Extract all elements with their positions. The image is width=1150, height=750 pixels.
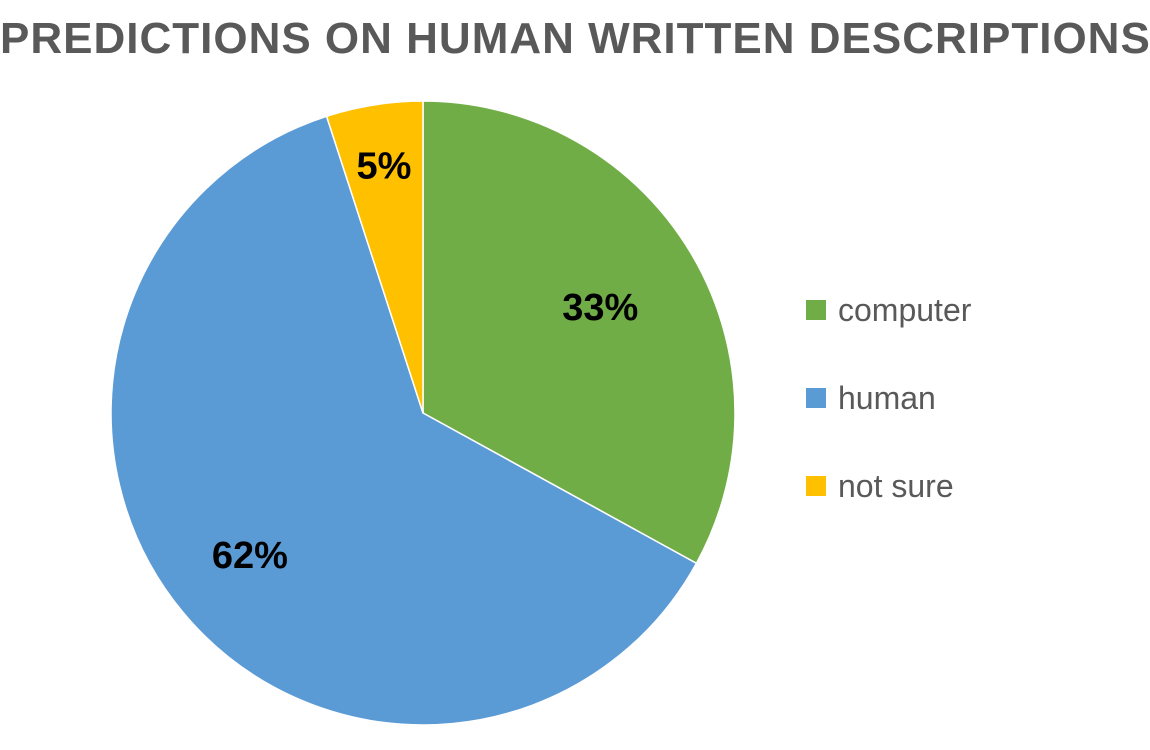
data-label-human: 62%	[212, 535, 288, 577]
data-label-computer: 33%	[562, 287, 638, 329]
pie-data-labels: 33% 62% 5%	[212, 145, 638, 577]
legend: computer human not sure	[806, 290, 971, 554]
legend-item-human: human	[806, 378, 971, 418]
legend-label-computer: computer	[838, 291, 972, 328]
legend-swatch-human	[806, 388, 826, 408]
legend-swatch-computer	[806, 300, 826, 320]
legend-swatch-not-sure	[806, 476, 826, 496]
pie-slice-not-sure	[325, 100, 424, 414]
legend-label-human: human	[838, 379, 936, 416]
pie-slice-human	[110, 115, 698, 726]
data-label-not-sure: 5%	[356, 145, 411, 187]
pie-slice-computer	[422, 100, 736, 565]
chart-title: PREDICTIONS ON HUMAN WRITTEN DESCRIPTION…	[0, 14, 1150, 63]
legend-item-not-sure: not sure	[806, 466, 971, 506]
legend-label-not-sure: not sure	[838, 467, 954, 504]
legend-item-computer: computer	[806, 290, 971, 330]
pie-slices	[110, 100, 736, 726]
